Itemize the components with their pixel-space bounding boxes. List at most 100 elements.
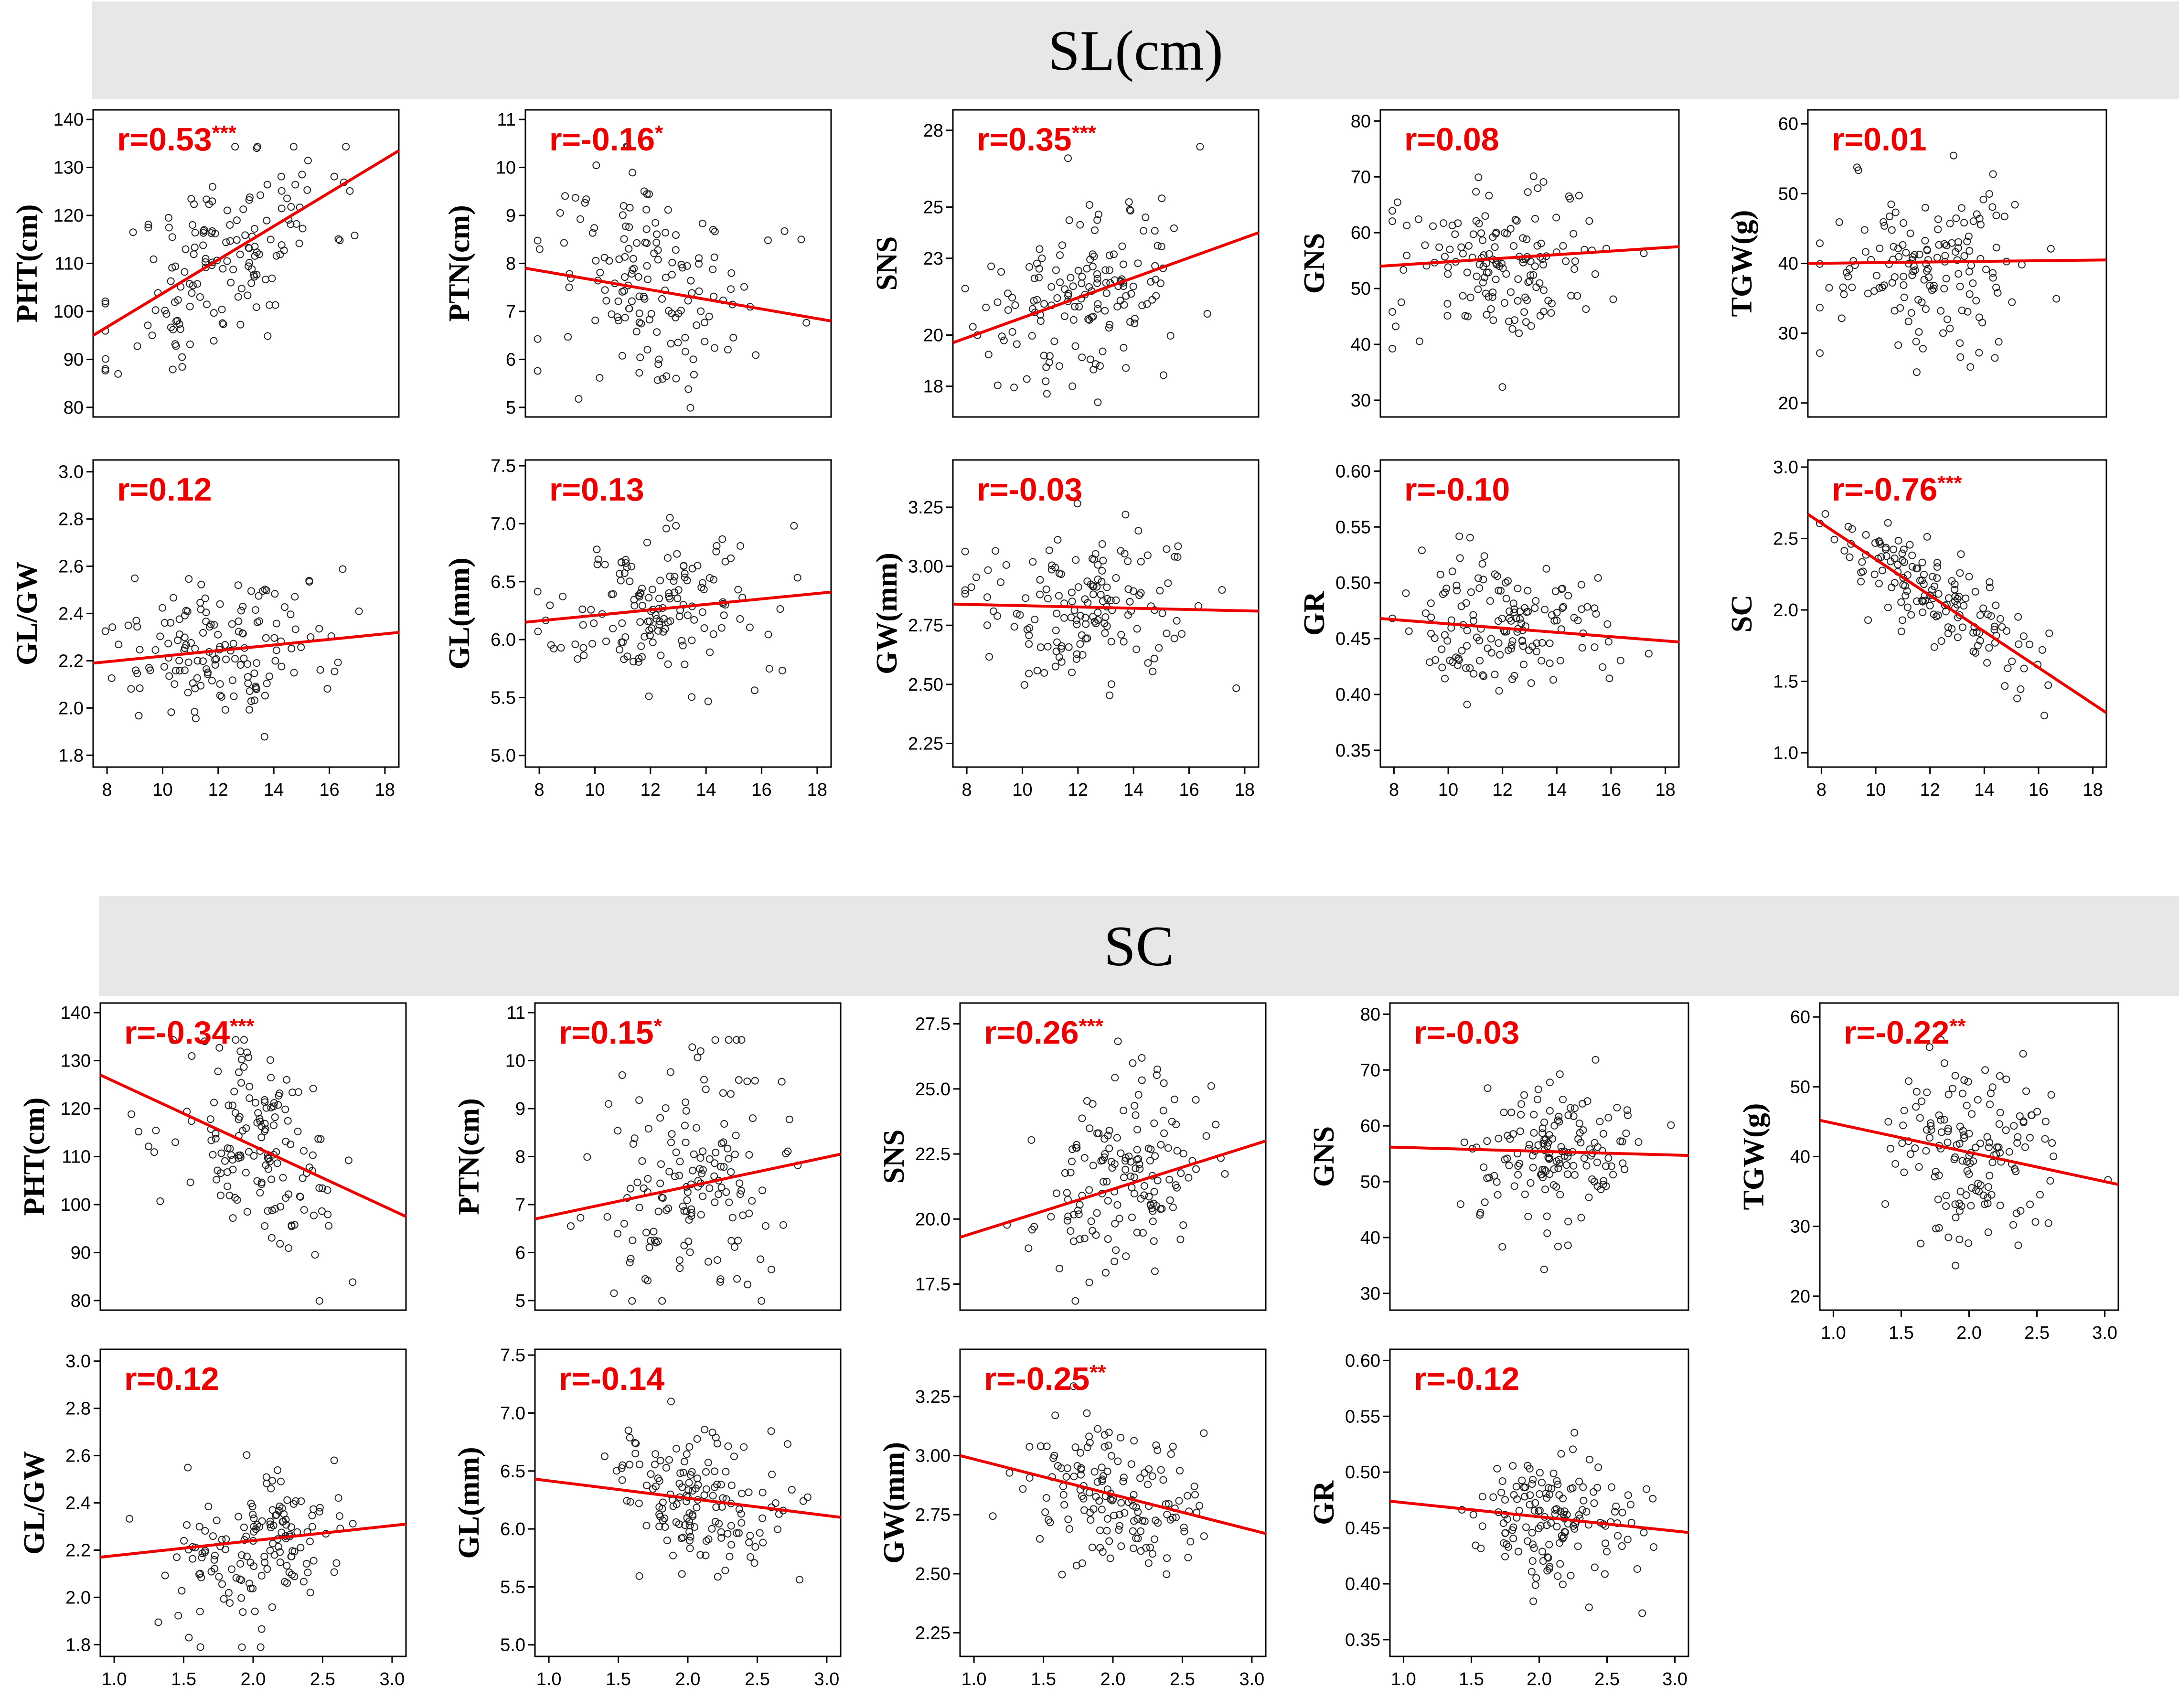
data-point [622,555,630,564]
data-point [1127,290,1135,298]
data-point [1151,1152,1159,1160]
data-point [778,1078,786,1086]
y-tick-label: 2.25 [908,734,943,754]
data-point [1570,1171,1579,1179]
y-tick-label: 7.5 [491,456,516,476]
data-point [1436,570,1444,578]
data-point [1546,1078,1554,1087]
data-point [1570,614,1578,622]
data-point [1912,338,1920,346]
data-point [699,1192,707,1200]
data-point [583,1153,591,1161]
scatter-panel-sc-gw: 2.252.502.753.003.251.0 1.5 2.0 2.5 3.0GW(mm… [878,1348,1267,1689]
y-tick-label: 2.0 [65,1588,91,1608]
data-point [757,1255,765,1263]
data-point [171,340,179,348]
y-tick-label: 1.5 [1773,672,1798,692]
data-point [1575,192,1583,200]
data-point [1944,594,1953,602]
y-tick-label: 80 [1351,111,1371,131]
data-point [1885,260,1893,268]
x-tick-label: 2.5 [2024,1323,2050,1343]
y-tick-label: 10 [505,1051,525,1071]
data-point [1094,561,1102,569]
data-point [296,1193,304,1201]
data-point [758,1488,767,1496]
data-point [216,680,224,688]
data-point [1200,1429,1208,1437]
data-point [1134,259,1142,267]
data-point [656,1456,664,1464]
correlation-label: r=0.12 [117,471,212,508]
regression-line [960,1139,1266,1239]
data-point [1888,278,1896,287]
data-point [961,547,969,555]
data-point [1564,1111,1572,1119]
data-point [561,192,569,200]
data-point [1179,1221,1187,1229]
data-point [1553,617,1561,625]
data-point [1126,598,1134,606]
data-point [170,594,178,602]
data-point [1069,1382,1078,1390]
y-tick-label: 70 [1360,1060,1380,1080]
data-point [201,1037,209,1046]
data-point [144,224,152,232]
data-point [1897,598,1905,606]
data-point [1458,647,1466,655]
y-axis-label: PTN(cm) [453,1098,485,1215]
data-point [626,1433,634,1441]
data-point [709,1492,717,1500]
data-point [984,351,993,359]
data-point [700,1076,708,1084]
data-point [2013,694,2021,703]
data-point [605,257,613,265]
data-point [276,1089,284,1097]
y-axis-label: GL(mm) [443,557,476,669]
y-tick-label: 40 [1790,1147,1810,1167]
data-point [1616,656,1624,664]
data-point [1137,557,1145,566]
data-point [1099,556,1107,565]
data-point [685,1527,694,1536]
data-point [631,1439,639,1447]
data-point [1151,1267,1159,1275]
data-point [290,669,298,677]
data-point [226,1599,234,1607]
data-point [241,231,249,239]
data-point [280,1510,288,1518]
regression-line [534,1477,841,1519]
data-point [255,250,263,258]
data-point [1072,655,1080,663]
data-point [654,360,662,368]
data-point [1077,1449,1085,1457]
data-point [1429,222,1437,230]
data-point [278,1528,286,1537]
data-point [1501,1553,1509,1561]
data-point [1110,1511,1118,1519]
data-point [1476,1211,1484,1219]
data-point [151,646,160,654]
data-point [534,587,542,596]
data-point [674,339,682,347]
data-point [145,1142,153,1151]
data-point [1108,680,1116,688]
data-point [1923,533,1931,541]
data-point [736,1190,744,1198]
data-point [1580,1154,1588,1162]
data-point [1054,536,1062,544]
data-point [211,656,219,664]
data-point [2027,1111,2035,1119]
data-point [637,320,645,328]
data-point [696,1551,705,1559]
data-point [1063,1464,1071,1473]
data-point [309,1085,317,1093]
data-point [268,1506,277,1514]
data-point [1934,590,1943,598]
data-point [240,1036,248,1044]
data-point [593,545,601,554]
data-point [1421,241,1429,249]
data-point [1151,227,1159,235]
y-tick-label: 2.50 [915,1564,951,1584]
data-point [1184,1554,1192,1562]
